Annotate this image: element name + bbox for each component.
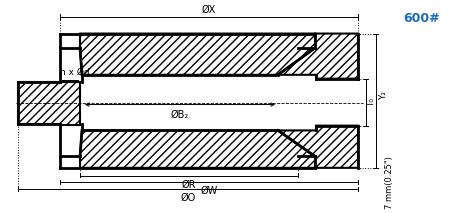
Text: ØR: ØR xyxy=(181,179,196,189)
Polygon shape xyxy=(277,34,357,79)
Text: ØB₂: ØB₂ xyxy=(170,110,189,120)
Text: n x Ød: n x Ød xyxy=(60,68,90,77)
Polygon shape xyxy=(18,82,80,125)
Polygon shape xyxy=(277,126,357,168)
Text: 600#: 600# xyxy=(403,12,439,24)
Text: ØO: ØO xyxy=(180,193,195,203)
Text: T₀: T₀ xyxy=(366,98,375,107)
Text: Y₂: Y₂ xyxy=(378,91,387,100)
Polygon shape xyxy=(80,34,314,75)
Text: 7 mm(0.25"): 7 mm(0.25") xyxy=(385,156,394,209)
Polygon shape xyxy=(80,130,314,168)
Text: ØW: ØW xyxy=(200,186,217,196)
Text: ØX: ØX xyxy=(202,4,216,14)
